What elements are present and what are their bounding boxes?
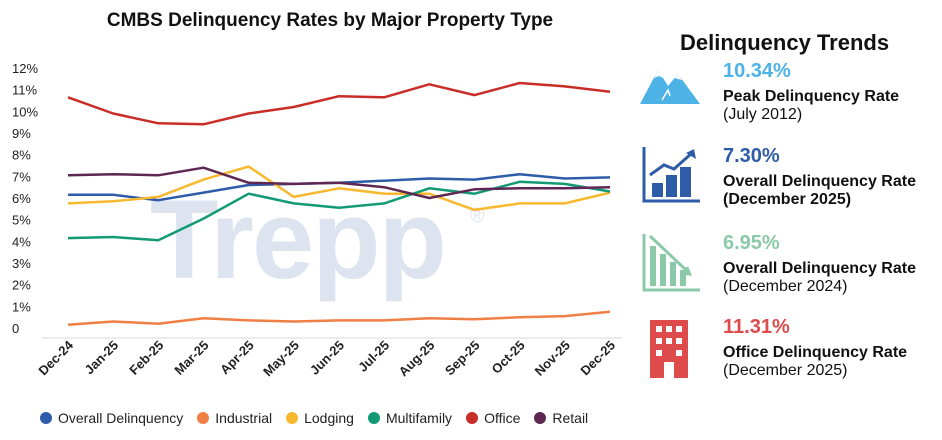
trend-label: Office Delinquency Rate (December 2025) [723,344,908,379]
x-tick-label: Feb-25 [126,338,166,378]
legend-label: Office [484,410,521,426]
y-tick-label: 10% [12,104,38,119]
series-line-multifamily [67,180,611,242]
series-line-office [67,81,611,126]
legend-item: Industrial [197,410,272,426]
legend-marker [197,412,210,424]
y-tick-label: 12% [12,61,38,76]
x-axis: Dec-24 Jan-25 Feb-25 Mar-25 Apr-25 May-25 Jun-… [35,337,618,379]
legend-label: Lodging [304,410,354,426]
legend-label: Retail [552,410,589,426]
series-lines [67,81,611,327]
legend-item: Overall Delinquency [40,410,183,426]
chart-title: CMBS Delinquency Rates by Major Property… [106,10,554,31]
y-tick-label: 11% [12,83,37,98]
legend-marker [466,412,479,424]
series-line-industrial [67,310,611,327]
trend-value: 11.31% [723,316,790,338]
bar-chart-up-icon [642,147,700,203]
y-axis: 0 1% 2% 3% 4% 5% 6% 7% 8% 9% 10% 11% 12% [12,61,38,336]
trends-title: Delinquency Trends [680,30,890,55]
legend-label: Industrial [215,410,273,426]
x-tick-label: Dec-24 [35,337,76,378]
mountain-peak-icon [640,70,700,104]
y-tick-label: 9% [12,126,31,141]
y-tick-label: 4% [12,234,31,249]
y-tick-label: 8% [12,148,31,163]
legend-label: Overall Delinquency [58,410,184,426]
y-tick-label: 7% [12,169,31,184]
x-tick-label: Jul-25 [355,338,392,375]
x-tick-label: Oct-25 [489,338,528,377]
trend-value: 6.95% [723,232,780,254]
legend-marker [367,412,380,424]
trend-label: Overall Delinquency Rate (December 2025) [723,173,916,208]
legend-item: Retail [534,410,588,426]
x-tick-label: Mar-25 [171,338,211,378]
trend-label: Overall Delinquency Rate (December 2024) [723,260,916,295]
y-tick-label: 3% [12,256,31,271]
x-tick-label: Dec-25 [577,338,618,379]
x-tick-label: Jan-25 [82,338,122,378]
bar-chart-down-icon [642,234,700,292]
trend-value: 7.30% [723,145,780,167]
series-line-retail [67,166,611,200]
line-chart: 0 1% 2% 3% 4% 5% 6% 7% 8% 9% 10% 11% 12% Dec-24 Jan-2… [12,61,622,379]
x-tick-label: Nov-25 [532,338,573,379]
legend-label: Multifamily [385,410,453,426]
x-tick-label: Jun-25 [307,338,347,378]
legend-marker [534,412,547,424]
legend-item: Office [466,410,520,426]
y-tick-label: 1% [12,299,31,314]
x-tick-label: May-25 [260,338,302,380]
office-building-icon [650,320,688,378]
y-tick-label: 6% [12,191,31,206]
x-tick-label: Sep-25 [442,338,483,379]
x-tick-label: Apr-25 [217,338,257,378]
series-line-lodging [67,165,611,212]
trend-label: Peak Delinquency Rate (July 2012) [723,88,900,123]
legend-item: Lodging [286,410,354,426]
y-tick-label: 0 [12,321,19,336]
legend-item: Multifamily [367,410,453,426]
trend-value: 10.34% [723,60,791,82]
y-tick-label: 2% [12,278,31,293]
legend-marker [286,412,299,424]
legend-marker [40,412,52,424]
x-tick-label: Aug-25 [396,338,438,380]
y-tick-label: 5% [12,213,31,228]
chart-legend: Overall Delinquency Industrial Lodging Mult… [40,410,592,426]
